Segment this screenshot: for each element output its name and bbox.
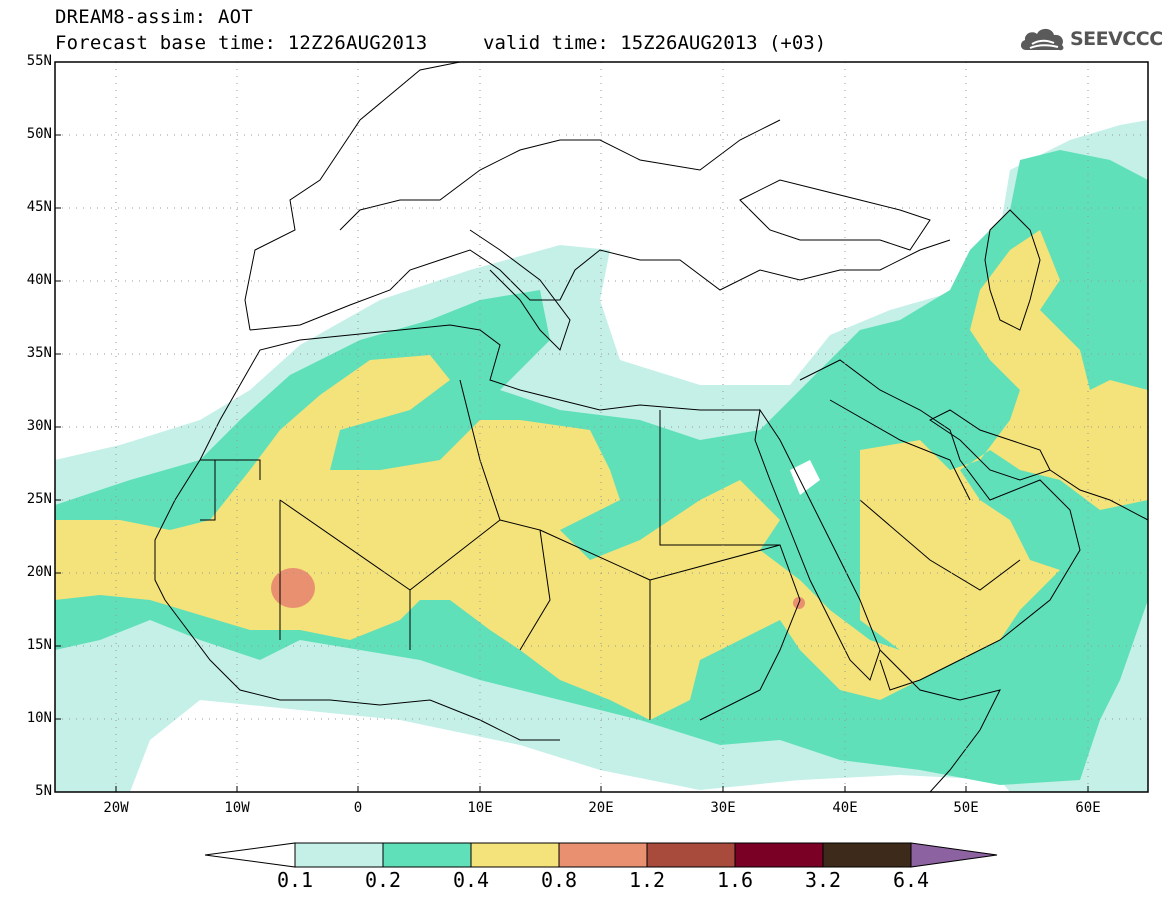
- aot-clear-egypt: [600, 385, 760, 420]
- coast-persian-gulf: [929, 409, 1051, 481]
- lat-label: 30N: [26, 418, 52, 434]
- coast-caspian: [984, 209, 1041, 331]
- lat-label: 10N: [26, 710, 52, 726]
- coast-arabia: [799, 359, 1081, 691]
- colorbar-swatch: [294, 842, 384, 868]
- aot-band-0.8-west: [271, 568, 315, 608]
- colorbar-swatch: [382, 842, 472, 868]
- lon-label: 40E: [832, 800, 858, 816]
- border-arabia: [829, 399, 1021, 591]
- colorbar-label: 0.2: [364, 868, 402, 892]
- aot-clear-redsea: [790, 460, 820, 495]
- coast-italy: [469, 229, 571, 351]
- border-europe: [339, 119, 781, 231]
- coast-horn: [879, 649, 1001, 792]
- lon-label: 30E: [710, 800, 736, 816]
- colorbar-swatch: [470, 842, 560, 868]
- coast-black-sea: [739, 179, 931, 251]
- lat-label: 45N: [26, 199, 52, 215]
- border-africa-3: [409, 379, 551, 651]
- lon-label: 60E: [1075, 800, 1101, 816]
- colorbar-swatch: [646, 842, 736, 868]
- colorbar-label: 0.4: [452, 868, 490, 892]
- colorbar-label: 3.2: [804, 868, 842, 892]
- lon-label: 10W: [224, 800, 250, 816]
- coast-red-sea: [754, 408, 881, 681]
- cloud-icon: [1020, 28, 1064, 51]
- colorbar-label: 6.4: [892, 868, 930, 892]
- title-line-1: DREAM8-assim: AOT: [55, 6, 253, 28]
- coast-mediterranean-north: [249, 239, 951, 331]
- lon-label: 10E: [467, 800, 493, 816]
- lat-label: 20N: [26, 564, 52, 580]
- lat-label: 15N: [26, 637, 52, 653]
- colorbar-arrow-right: [910, 842, 998, 868]
- colorbar-swatch: [558, 842, 648, 868]
- lon-label: 50E: [953, 800, 979, 816]
- lon-label: 0: [353, 800, 363, 816]
- colorbar-label: 1.2: [628, 868, 666, 892]
- colorbar-label: 0.8: [540, 868, 578, 892]
- lat-label: 25N: [26, 491, 52, 507]
- colorbar-swatch: [822, 842, 912, 868]
- colorbar-arrow-left: [205, 842, 296, 868]
- colorbar-swatch: [734, 842, 824, 868]
- lat-label: 55N: [26, 53, 52, 69]
- map-frame: [54, 61, 1149, 793]
- title-line-2: Forecast base time: 12Z26AUG2013: [55, 32, 428, 54]
- colorbar-label: 1.6: [716, 868, 754, 892]
- seevccc-logo: SEEVCCC: [1018, 24, 1163, 54]
- coast-iran: [1049, 469, 1148, 521]
- coast-europe-west: [244, 62, 461, 331]
- logo-text: SEEVCCC: [1070, 28, 1163, 50]
- lat-label: 40N: [26, 272, 52, 288]
- valid-time: valid time: 15Z26AUG2013 (+03): [483, 32, 827, 54]
- lon-label: 20E: [588, 800, 614, 816]
- lat-label: 35N: [26, 345, 52, 361]
- lon-label: 20W: [103, 800, 129, 816]
- colorbar-label: 0.1: [276, 868, 314, 892]
- border-africa-5: [649, 544, 801, 721]
- lat-label: 5N: [35, 783, 52, 799]
- lat-label: 50N: [26, 126, 52, 142]
- border-africa-2: [200, 459, 261, 521]
- coast-africa-north: [239, 324, 760, 411]
- coast-africa-west: [154, 384, 560, 741]
- colorbar: [205, 842, 998, 868]
